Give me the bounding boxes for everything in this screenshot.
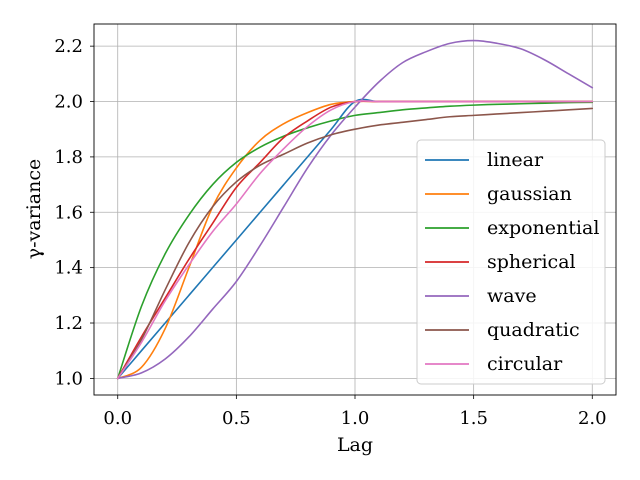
- y-tick-label: 2.2: [54, 36, 83, 57]
- series-line-circular: [116, 100, 594, 380]
- y-tick-label: 1.4: [54, 258, 83, 279]
- y-tick-label: 1.6: [54, 202, 83, 223]
- legend: linear gaussian exponential spherical wave qu…: [416, 139, 606, 385]
- y-tick-label: 1.8: [54, 147, 83, 168]
- legend-label-gaussian: gaussian: [487, 183, 572, 205]
- x-tick-label: 2.0: [578, 408, 607, 429]
- x-tick-label: 0.0: [103, 408, 132, 429]
- y-tick-label: 2.0: [54, 92, 83, 113]
- x-axis-label: Lag: [337, 434, 373, 456]
- legend-label-exponential: exponential: [487, 217, 599, 239]
- x-tick-label: 0.5: [222, 408, 251, 429]
- x-tick-label: 1.0: [341, 408, 370, 429]
- ticks: 0.0 0.5 1.0 1.5 2.0 1.0 1.2 1.4 1.6 1.8 2.0 2.2: [54, 36, 606, 429]
- legend-box: [416, 139, 606, 385]
- series-line-exponential: [116, 101, 594, 380]
- legend-label-spherical: spherical: [487, 251, 576, 273]
- legend-label-quadratic: quadratic: [487, 319, 580, 341]
- legend-label-wave: wave: [487, 285, 537, 307]
- y-tick-label: 1.2: [54, 313, 83, 334]
- legend-label-linear: linear: [487, 149, 544, 171]
- series-lines: [116, 39, 594, 380]
- y-axis-label: γ-variance: [23, 159, 45, 259]
- series-line-quadratic: [116, 107, 594, 380]
- series-line-wave: [116, 39, 594, 380]
- y-tick-label: 1.0: [54, 368, 83, 389]
- x-tick-label: 1.5: [459, 408, 488, 429]
- legend-label-circular: circular: [487, 353, 563, 375]
